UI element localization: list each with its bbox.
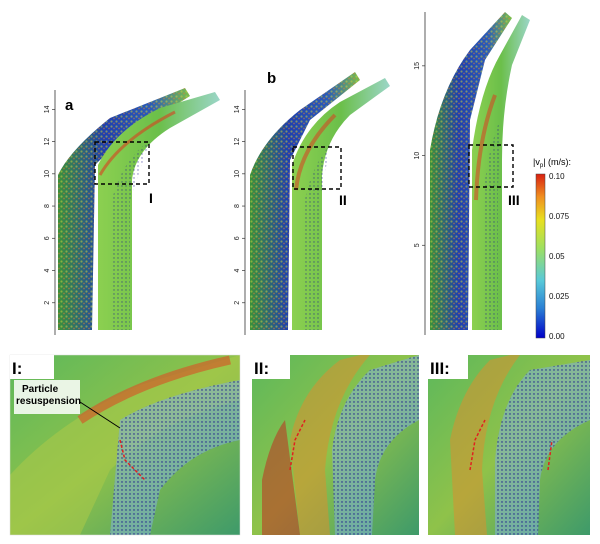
panel-b-tick-label: 14 bbox=[234, 105, 241, 113]
panel-a-letter: a bbox=[65, 97, 74, 114]
panel-c-box-label: III bbox=[508, 192, 520, 208]
panel-a-tick-label: 8 bbox=[44, 204, 51, 208]
zoom-I-annotation: Particle resuspension bbox=[16, 384, 81, 407]
panel-b-tick-label: 8 bbox=[234, 204, 241, 208]
panel-c-zoom-box bbox=[468, 144, 514, 188]
zoom-panel-I: I: Particle resuspension bbox=[9, 354, 241, 536]
panel-c-ticks: 5 10 15 bbox=[414, 62, 425, 247]
zoom-II-label: II: bbox=[254, 359, 269, 378]
panel-a-tick-label: 2 bbox=[44, 301, 51, 305]
panel-b-ticks: 2 4 6 8 10 12 14 bbox=[234, 105, 245, 305]
panel-a: 2 4 6 8 10 12 14 a I bbox=[44, 88, 220, 335]
panel-a-ticks: 2 4 6 8 10 12 14 bbox=[44, 105, 55, 305]
panel-b-tick-label: 2 bbox=[234, 301, 241, 305]
colorbar-title: |vp| (m/s): bbox=[533, 157, 571, 169]
zoom-I-annotation-arrow bbox=[79, 401, 121, 429]
colorbar-tick-label: 0.025 bbox=[549, 292, 570, 301]
panel-a-tick-label: 12 bbox=[44, 138, 51, 146]
panel-b-tick-label: 6 bbox=[234, 236, 241, 240]
zoom-III-label: III: bbox=[430, 359, 450, 378]
panel-c-tick-label: 5 bbox=[414, 243, 421, 247]
panel-b: 2 4 6 8 10 12 14 b II bbox=[234, 70, 390, 335]
zoom-I-label: I: bbox=[12, 359, 22, 378]
panel-a-tick-label: 14 bbox=[44, 105, 51, 113]
colorbar: |vp| (m/s): 0.10 0.075 0.05 0.025 0.00 bbox=[533, 157, 571, 341]
panel-b-tick-label: 12 bbox=[234, 138, 241, 146]
colorbar-tick-label: 0.05 bbox=[549, 252, 565, 261]
panel-a-zoom-box bbox=[94, 141, 150, 185]
zoom-panel-III: III: bbox=[428, 355, 590, 535]
panel-b-letter: b bbox=[267, 70, 276, 87]
colorbar-ticks: 0.10 0.075 0.05 0.025 0.00 bbox=[549, 172, 570, 341]
colorbar-tick-label: 0.00 bbox=[549, 332, 565, 341]
colorbar-tick-label: 0.075 bbox=[549, 212, 570, 221]
panel-b-tick-label: 10 bbox=[234, 170, 241, 178]
colorbar-tick-label: 0.10 bbox=[549, 172, 565, 181]
colorbar-gradient bbox=[535, 173, 546, 339]
panel-c: 5 10 15 III bbox=[414, 12, 530, 335]
zoom-panel-II: II: bbox=[252, 355, 419, 535]
panel-c-tick-label: 15 bbox=[414, 62, 421, 70]
panel-a-tick-label: 6 bbox=[44, 236, 51, 240]
panel-a-tick-label: 4 bbox=[44, 268, 51, 272]
panel-a-tick-label: 10 bbox=[44, 170, 51, 178]
panel-a-box-label: I bbox=[149, 190, 153, 206]
panel-c-tick-label: 10 bbox=[414, 152, 421, 160]
panel-b-tick-label: 4 bbox=[234, 268, 241, 272]
panel-b-zoom-box bbox=[292, 146, 342, 190]
panel-b-box-label: II bbox=[339, 192, 347, 208]
